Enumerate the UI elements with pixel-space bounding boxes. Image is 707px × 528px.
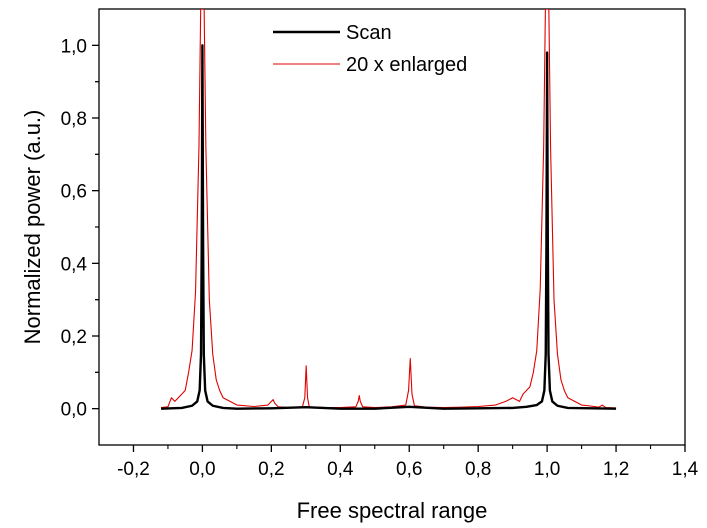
- series-group: [160, 9, 617, 410]
- y-axis-title: Normalized power (a.u.): [20, 110, 45, 345]
- y-tick-label: 0,8: [61, 109, 87, 130]
- series-line-scan: [161, 44, 617, 410]
- x-tick-label: 0,0: [189, 459, 215, 480]
- y-tick-label: 0,2: [61, 327, 87, 348]
- x-tick-label: 1,2: [603, 459, 629, 480]
- legend-label: Scan: [346, 22, 392, 44]
- ticks: -0,2 0,0 0,2 0,4 0,6 0,8 1,0 1,2 1,4 0,0 0,2 0,4 0,6…: [61, 36, 699, 480]
- series-line-enlarged: [160, 9, 617, 409]
- y-tick-label: 0,4: [61, 254, 88, 275]
- legend-label: 20 x enlarged: [346, 54, 467, 76]
- x-tick-label: 0,6: [396, 459, 422, 480]
- y-tick-label: 1,0: [61, 36, 87, 57]
- x-tick-label: -0,2: [117, 459, 150, 480]
- y-tick-label: 0,6: [61, 182, 87, 203]
- y-tick-label: 0,0: [61, 400, 87, 421]
- x-tick-label: 0,4: [327, 459, 354, 480]
- x-axis-title: Free spectral range: [297, 498, 488, 523]
- x-tick-label: 0,2: [258, 459, 284, 480]
- x-tick-label: 1,4: [672, 459, 699, 480]
- x-tick-label: 1,0: [534, 459, 560, 480]
- x-tick-label: 0,8: [465, 459, 491, 480]
- legend: Scan 20 x enlarged: [273, 22, 467, 76]
